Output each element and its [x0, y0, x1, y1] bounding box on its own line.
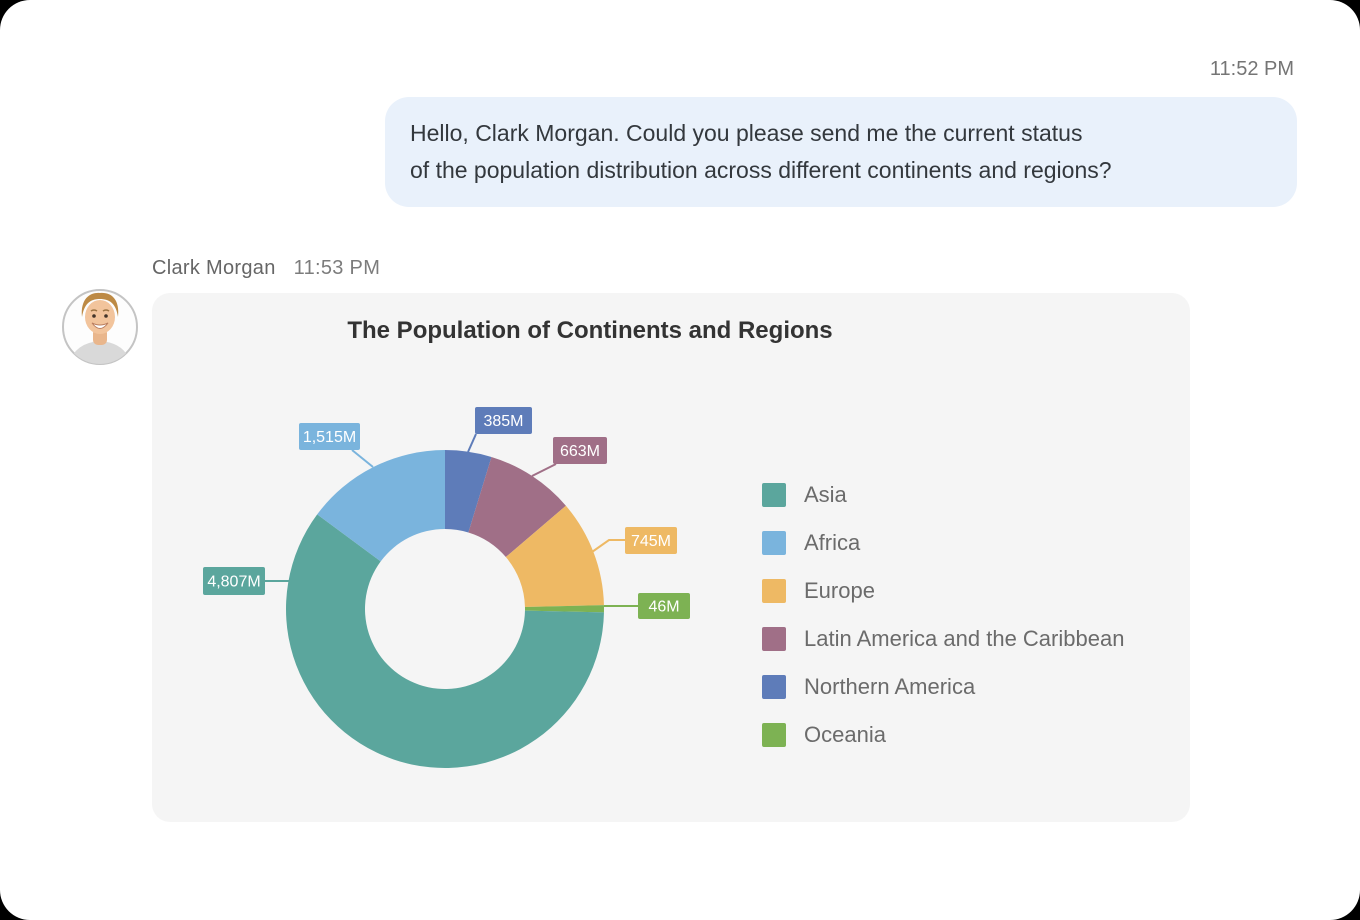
legend-swatch — [762, 627, 786, 651]
legend-swatch — [762, 531, 786, 555]
legend-label: Oceania — [804, 722, 886, 747]
chart-message-card: The Population of Continents and Regions… — [152, 293, 1190, 822]
chart-title: The Population of Continents and Regions — [347, 317, 833, 344]
legend-item-latin-america-and-the-caribbean: Latin America and the Caribbean — [762, 626, 1125, 651]
legend-label: Asia — [804, 482, 847, 507]
legend-swatch — [762, 723, 786, 747]
legend-label: Africa — [804, 530, 861, 555]
legend-item-oceania: Oceania — [762, 722, 1124, 747]
incoming-message-timestamp: 11:52 PM — [1209, 58, 1294, 80]
message-line: Hello, Clark Morgan. Could you please se… — [410, 120, 1083, 146]
avatar — [61, 288, 139, 366]
message-line: of the population distribution across di… — [410, 157, 1112, 183]
avatar-shirt — [69, 341, 131, 364]
legend: Asia Africa Europe Latin America and the Ca… — [762, 482, 1125, 771]
legend-swatch — [762, 675, 786, 699]
legend-label: Northern America — [804, 674, 976, 699]
legend-swatch — [762, 579, 786, 603]
avatar-image — [62, 289, 138, 365]
legend-item-africa: Africa — [762, 530, 1124, 555]
legend-swatch — [762, 483, 786, 507]
sender-row: Clark Morgan 11:53 PM — [152, 257, 380, 280]
legend-label: Latin America and the Caribbean — [804, 626, 1125, 651]
legend-item-europe: Europe — [762, 578, 1124, 603]
legend-item-asia: Asia — [762, 482, 1124, 507]
sender-name: Clark Morgan — [152, 257, 276, 279]
legend-item-northern-america: Northern America — [762, 674, 1124, 699]
sent-message-timestamp: 11:53 PM — [293, 257, 381, 279]
legend-label: Europe — [804, 578, 875, 603]
avatar-hair — [81, 292, 119, 317]
incoming-message-bubble: Hello, Clark Morgan. Could you please se… — [385, 97, 1297, 207]
